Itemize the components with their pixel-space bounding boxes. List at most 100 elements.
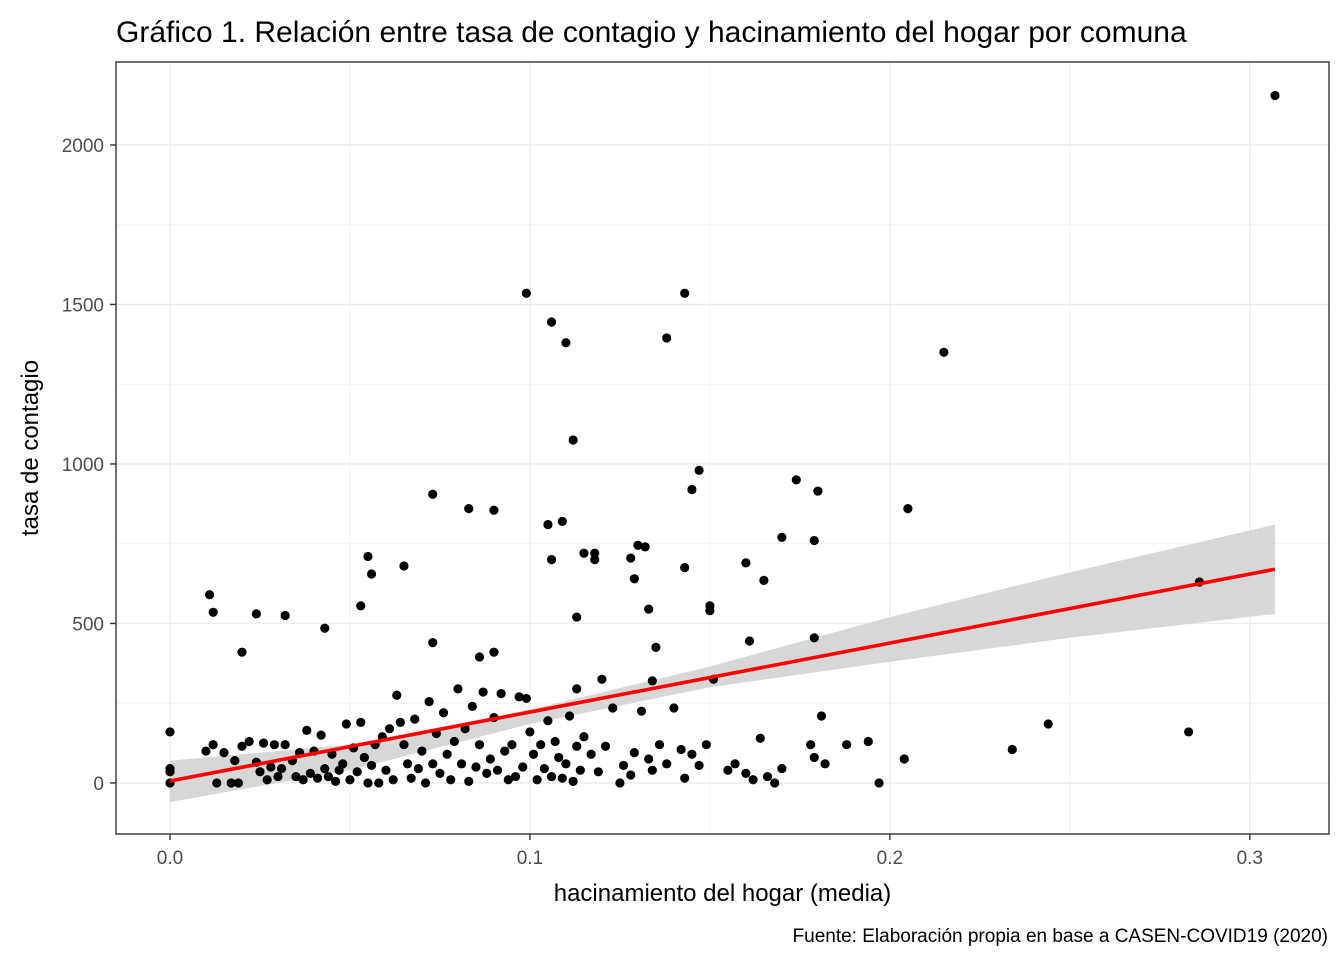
data-point [694, 760, 704, 771]
data-point [521, 693, 531, 704]
data-point [489, 647, 499, 657]
data-point [820, 759, 830, 769]
x-axis-label: hacinamiento del hogar (media) [554, 880, 892, 907]
data-point [485, 754, 495, 764]
data-point [777, 532, 787, 542]
data-point [363, 551, 373, 562]
data-point [464, 776, 474, 786]
data-point [557, 516, 567, 526]
data-point [233, 778, 243, 788]
data-point [615, 778, 625, 788]
data-point [546, 771, 557, 782]
data-point [208, 740, 218, 750]
x-tick-label: 0.1 [517, 848, 543, 869]
data-point [680, 563, 690, 573]
data-point [543, 716, 553, 726]
data-point [1270, 90, 1280, 101]
data-point [647, 676, 657, 686]
data-point [330, 776, 341, 786]
data-point [276, 764, 287, 774]
data-point [741, 558, 751, 568]
data-point [842, 740, 852, 750]
data-point [568, 776, 578, 786]
data-point [305, 768, 315, 778]
data-point [564, 711, 575, 721]
x-tick-label: 0.0 [157, 848, 183, 869]
data-point [1043, 719, 1053, 729]
data-point [298, 775, 308, 785]
data-point [705, 601, 715, 611]
data-point [510, 771, 521, 782]
data-point [662, 333, 672, 343]
data-point [482, 768, 492, 778]
data-point [597, 674, 607, 684]
data-point [237, 647, 247, 657]
data-point [939, 347, 949, 357]
data-point [388, 775, 398, 785]
data-point [273, 771, 283, 782]
data-point [406, 773, 416, 783]
data-point [503, 775, 513, 785]
data-point [269, 740, 279, 750]
data-point [165, 727, 175, 737]
data-point [474, 740, 485, 750]
data-point [647, 765, 657, 775]
data-point [219, 748, 229, 758]
data-point [424, 697, 434, 707]
data-point [557, 773, 567, 783]
data-point [464, 504, 474, 514]
data-point [352, 767, 362, 777]
data-point [680, 288, 690, 298]
data-point [629, 574, 639, 584]
data-point [1184, 727, 1194, 737]
data-point [262, 775, 272, 785]
data-point [165, 767, 175, 777]
data-point [572, 741, 582, 751]
data-point [694, 465, 704, 475]
data-point [687, 484, 697, 495]
data-point [701, 740, 711, 750]
data-point [536, 740, 546, 750]
data-point [791, 475, 801, 485]
y-tick-label: 1500 [62, 295, 104, 316]
x-tick-label: 0.2 [877, 848, 903, 869]
data-point [662, 759, 672, 769]
data-point [748, 775, 758, 785]
data-point [316, 730, 326, 740]
data-point [528, 749, 539, 759]
data-point [399, 561, 409, 571]
data-point [449, 736, 459, 747]
data-point [651, 642, 661, 652]
data-point [392, 690, 402, 700]
data-point [554, 752, 564, 763]
data-point [755, 733, 765, 743]
y-tick-label: 0 [93, 774, 104, 795]
data-point [550, 736, 560, 747]
data-point [809, 752, 819, 763]
data-point [356, 717, 366, 727]
data-point [676, 744, 686, 755]
data-point [280, 740, 290, 750]
data-point [629, 748, 639, 758]
data-point [204, 590, 215, 600]
data-point [744, 636, 755, 646]
data-point [568, 435, 578, 445]
data-point [741, 768, 751, 778]
data-point [474, 652, 485, 662]
data-point [626, 553, 636, 563]
data-point [813, 486, 823, 496]
data-point [636, 706, 647, 716]
data-point [525, 727, 535, 737]
data-point [723, 765, 733, 775]
data-point [546, 555, 557, 565]
data-points [165, 90, 1280, 788]
data-point [338, 759, 348, 769]
data-point [384, 724, 395, 734]
y-tick-label: 1000 [62, 455, 104, 476]
data-point [903, 504, 913, 514]
data-point [399, 740, 409, 750]
data-point [680, 773, 690, 783]
data-point [428, 759, 438, 769]
data-point [600, 741, 611, 751]
